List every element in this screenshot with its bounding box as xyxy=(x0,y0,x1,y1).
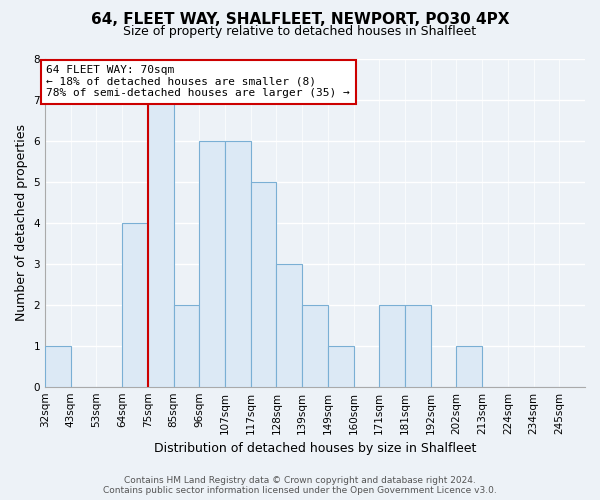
Y-axis label: Number of detached properties: Number of detached properties xyxy=(15,124,28,322)
Text: Contains HM Land Registry data © Crown copyright and database right 2024.
Contai: Contains HM Land Registry data © Crown c… xyxy=(103,476,497,495)
Text: 64, FLEET WAY, SHALFLEET, NEWPORT, PO30 4PX: 64, FLEET WAY, SHALFLEET, NEWPORT, PO30 … xyxy=(91,12,509,28)
Bar xyxy=(251,182,277,386)
Bar xyxy=(328,346,353,387)
Bar xyxy=(457,346,482,387)
Bar xyxy=(199,141,225,386)
Bar xyxy=(45,346,71,387)
Text: 64 FLEET WAY: 70sqm
← 18% of detached houses are smaller (8)
78% of semi-detache: 64 FLEET WAY: 70sqm ← 18% of detached ho… xyxy=(46,65,350,98)
Bar xyxy=(277,264,302,386)
X-axis label: Distribution of detached houses by size in Shalfleet: Distribution of detached houses by size … xyxy=(154,442,476,455)
Bar xyxy=(122,223,148,386)
Text: Size of property relative to detached houses in Shalfleet: Size of property relative to detached ho… xyxy=(124,25,476,38)
Bar xyxy=(225,141,251,386)
Bar xyxy=(173,305,199,386)
Bar xyxy=(302,305,328,386)
Bar xyxy=(405,305,431,386)
Bar xyxy=(148,100,173,386)
Bar xyxy=(379,305,405,386)
